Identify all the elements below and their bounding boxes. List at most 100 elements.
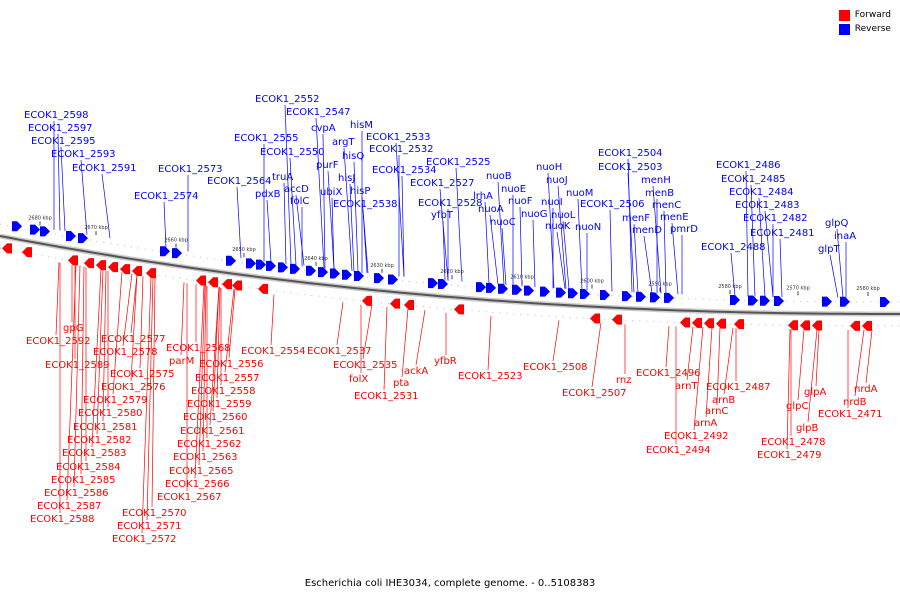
forward-gene-arrow — [812, 320, 822, 331]
reverse-leader-line — [349, 183, 355, 272]
reverse-gene-arrow — [556, 287, 566, 298]
forward-leader-line — [102, 270, 107, 422]
forward-gene-label: ECOK1_2567 — [157, 492, 222, 503]
reverse-leader-line — [627, 172, 635, 293]
forward-leader-line — [130, 274, 138, 334]
reverse-gene-label: menD — [632, 225, 662, 236]
forward-gene-label: arnT — [675, 381, 698, 392]
reverse-gene-arrow — [568, 288, 578, 299]
reverse-gene-label: hisQ — [342, 151, 364, 162]
forward-leader-line — [141, 276, 152, 534]
forward-gene-label: glpB — [796, 423, 818, 434]
forward-gene-label: parM — [169, 356, 194, 367]
reverse-gene-arrow — [40, 226, 50, 237]
forward-gene-label: ECOK1_2579 — [83, 395, 148, 406]
reverse-gene-label: ECOK1_2555 — [234, 133, 299, 144]
reverse-gene-label: pdxB — [255, 189, 281, 200]
scale-tick-label: 2620 kbp — [440, 269, 464, 275]
reverse-leader-line — [836, 228, 844, 298]
forward-gene-label: rnz — [616, 375, 632, 386]
forward-gene-arrow — [680, 317, 690, 328]
reverse-gene-arrow — [388, 274, 398, 285]
reverse-gene-arrow — [266, 260, 276, 271]
reverse-leader-line — [562, 220, 570, 290]
forward-leader-line — [212, 286, 220, 412]
reverse-leader-line — [439, 188, 449, 281]
reverse-gene-label: ECOK1_2552 — [255, 94, 320, 105]
forward-leader-line — [487, 315, 492, 371]
reverse-gene-arrow — [330, 268, 340, 279]
scale-tick-label: 2630 kbp — [370, 263, 394, 269]
reverse-leader-line — [236, 186, 242, 259]
forward-gene-label: folX — [349, 374, 368, 385]
reverse-gene-label: menB — [645, 188, 674, 199]
forward-leader-line — [705, 327, 713, 418]
reverse-gene-label: hisP — [350, 186, 370, 197]
reverse-gene-arrow — [748, 295, 758, 306]
forward-gene-arrow — [404, 299, 414, 310]
reverse-leader-line — [633, 223, 639, 293]
forward-gene-label: ECOK1_2558 — [191, 386, 256, 397]
reverse-gene-label: accD — [284, 184, 309, 195]
reverse-gene-arrow — [622, 291, 632, 302]
forward-gene-arrow — [132, 265, 142, 276]
reverse-gene-arrow — [880, 296, 890, 307]
forward-gene-arrow — [22, 247, 32, 258]
reverse-gene-label: ECOK1_2591 — [72, 163, 137, 174]
reverse-gene-arrow — [354, 271, 364, 282]
forward-gene-label: ECOK1_2487 — [706, 382, 771, 393]
reverse-gene-arrow — [664, 292, 674, 303]
reverse-leader-line — [519, 206, 523, 287]
reverse-leader-line — [764, 210, 774, 297]
reverse-gene-label: ECOK1_2574 — [134, 191, 199, 202]
reverse-gene-label: yfbT — [431, 210, 454, 221]
forward-leader-line — [180, 282, 185, 356]
reverse-leader-line — [60, 146, 66, 232]
reverse-gene-label: ECOK1_2550 — [260, 147, 325, 158]
reverse-leader-line — [557, 185, 567, 289]
reverse-gene-label: folC — [290, 196, 309, 207]
forward-gene-arrow — [734, 319, 744, 330]
reverse-leader-line — [745, 170, 749, 297]
forward-gene-label: ECOK1_2570 — [122, 508, 187, 519]
forward-gene-label: arnA — [694, 418, 717, 429]
backbone-axis — [0, 235, 900, 315]
reverse-gene-label: ECOK1_2538 — [333, 199, 398, 210]
reverse-gene-arrow — [650, 292, 660, 303]
reverse-gene-arrow — [66, 231, 76, 242]
forward-leader-line — [198, 284, 206, 466]
reverse-gene-label: nuoK — [545, 221, 571, 232]
forward-gene-arrow — [788, 320, 798, 331]
reverse-gene-label: nuoC — [490, 217, 516, 228]
forward-leader-line — [194, 284, 205, 479]
forward-gene-arrow — [96, 260, 106, 271]
forward-gene-label: glpC — [786, 401, 808, 412]
forward-gene-label: ECOK1_2576 — [101, 382, 166, 393]
reverse-gene-arrow — [278, 262, 288, 273]
reverse-leader-line — [609, 209, 613, 292]
forward-leader-line — [224, 288, 235, 373]
forward-gene-label: ECOK1_2492 — [664, 431, 729, 442]
reverse-gene-label: ECOK1_2503 — [598, 162, 663, 173]
forward-gene-arrow — [692, 317, 702, 328]
reverse-leader-line — [80, 159, 88, 235]
forward-gene-arrow — [612, 314, 622, 325]
legend-item-reverse: Reverse — [838, 22, 891, 36]
reverse-gene-label: ubiX — [320, 187, 342, 198]
reverse-gene-label: cvpA — [311, 123, 336, 134]
forward-leader-line — [270, 294, 275, 346]
reverse-leader-line — [343, 147, 353, 271]
forward-gene-label: ECOK1_2531 — [354, 391, 419, 402]
forward-gene-label: ECOK1_2556 — [199, 359, 264, 370]
forward-gene-label: ECOK1_2561 — [180, 426, 245, 437]
reverse-gene-arrow — [78, 233, 88, 244]
forward-leader-line — [686, 326, 694, 381]
reverse-leader-line — [361, 196, 369, 273]
legend: Forward Reverse — [838, 8, 891, 36]
forward-leader-line — [383, 307, 388, 391]
forward-gene-label: ECOK1_2559 — [187, 399, 252, 410]
reverse-gene-label: ECOK1_2484 — [729, 187, 794, 198]
scale-tick-label: 2650 kbp — [232, 247, 256, 253]
forward-leader-line — [80, 266, 85, 475]
forward-gene-arrow — [120, 264, 130, 275]
